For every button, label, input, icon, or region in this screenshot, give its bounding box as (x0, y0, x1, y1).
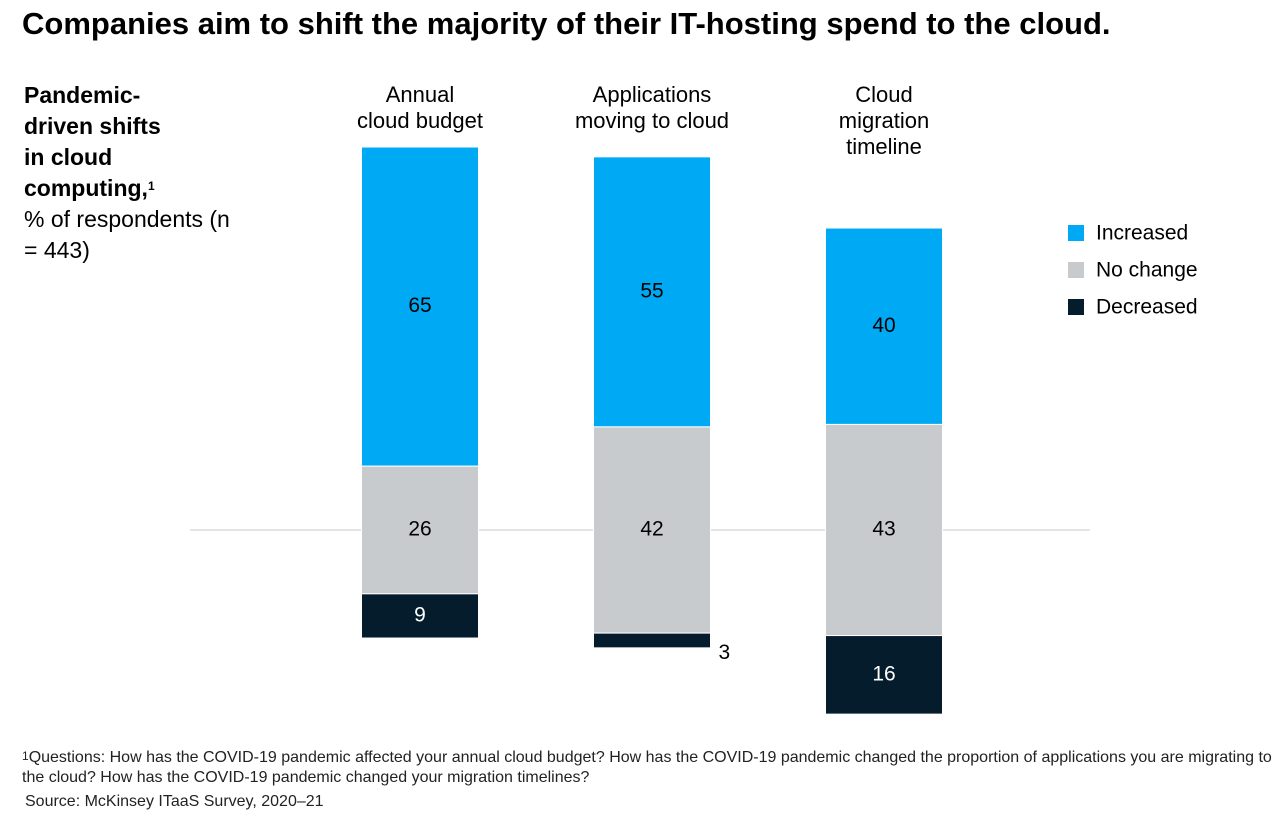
value-label: 9 (414, 603, 426, 626)
value-label: 65 (408, 294, 431, 317)
legend-label: No change (1096, 259, 1198, 282)
value-label: 26 (408, 518, 431, 541)
category-label: Cloud migration timeline (838, 82, 930, 159)
value-label: 16 (872, 662, 895, 685)
bar-segment (825, 423, 943, 637)
subtitle: Pandemic-driven shifts in cloud computin… (24, 80, 184, 204)
legend-label: Decreased (1096, 296, 1198, 319)
legend-swatch (1068, 299, 1084, 315)
category-label: Annual cloud budget (357, 82, 483, 133)
bar-segment (593, 632, 711, 649)
value-label: 40 (872, 314, 895, 337)
value-label: 43 (872, 518, 895, 541)
category-label: Applications moving to cloud (574, 82, 730, 133)
note-mark: 1 (147, 179, 155, 193)
note-mark: 1 (22, 749, 29, 763)
value-label: 55 (640, 279, 663, 302)
footnote-text: Questions: How has the COVID-19 pandemic… (22, 749, 1272, 786)
footnote: 1Questions: How has the COVID-19 pandemi… (22, 748, 1272, 788)
bar-segment (593, 426, 711, 634)
bar-segment (825, 635, 943, 715)
bar-segment (361, 593, 479, 639)
unit-label: % of respondents (n = 443) (24, 206, 230, 263)
legend-swatch (1068, 225, 1084, 241)
bar-segment (825, 227, 943, 425)
subtitle-text: Pandemic-driven shifts in cloud computin… (24, 82, 161, 201)
source: Source: McKinsey ITaaS Survey, 2020–21 (25, 793, 324, 810)
chart-title: Companies aim to shift the majority of t… (22, 6, 1111, 41)
legend-swatch (1068, 262, 1084, 278)
legend-label: Increased (1096, 222, 1188, 245)
value-label: 42 (640, 518, 663, 541)
value-label: 3 (719, 641, 731, 664)
